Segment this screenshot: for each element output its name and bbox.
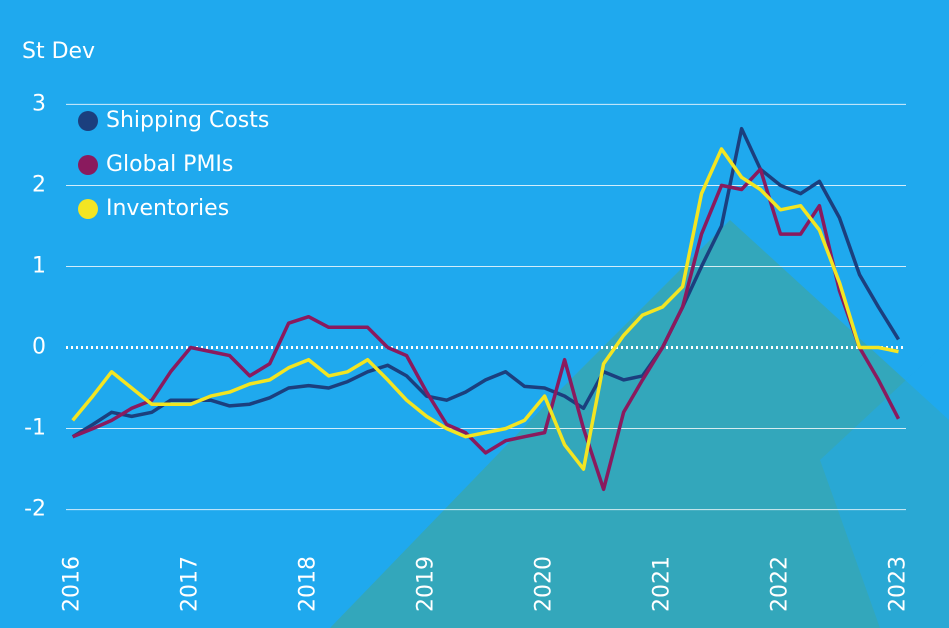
y-tick-label: 3 (32, 91, 46, 116)
y-tick-label: -1 (24, 416, 46, 441)
x-tick-label: 2018 (296, 556, 321, 612)
legend-label: Global PMIs (106, 152, 233, 177)
legend-marker (78, 155, 98, 175)
legend-marker (78, 111, 98, 131)
legend-marker (78, 199, 98, 219)
x-tick-label: 2019 (414, 556, 439, 612)
x-tick-label: 2016 (60, 556, 85, 612)
y-axis-label: St Dev (22, 39, 95, 64)
legend-label: Inventories (106, 196, 229, 221)
x-tick-label: 2020 (532, 556, 557, 612)
x-tick-label: 2021 (650, 556, 675, 612)
y-tick-label: 2 (32, 172, 46, 197)
bg-shape (330, 220, 949, 628)
y-tick-label: -2 (24, 497, 46, 522)
x-tick-label: 2017 (178, 556, 203, 612)
x-tick-label: 2022 (767, 556, 792, 612)
series-line (71, 147, 899, 471)
series-line (72, 167, 901, 492)
bg-shape (820, 340, 949, 628)
y-tick-label: 0 (32, 335, 46, 360)
legend-label: Shipping Costs (106, 108, 269, 133)
x-tick-label: 2023 (885, 556, 910, 612)
y-tick-label: 1 (32, 253, 46, 278)
